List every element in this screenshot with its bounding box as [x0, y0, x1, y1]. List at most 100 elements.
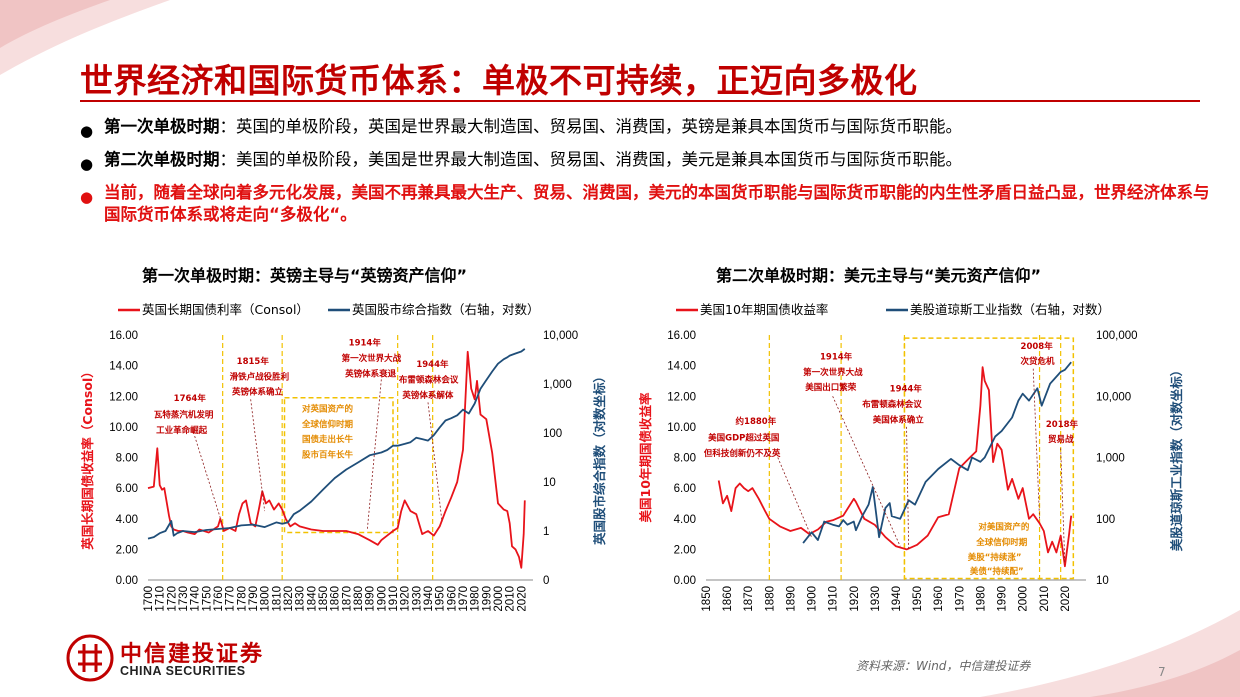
chart2-title: 第二次单极时期：美元主导与“美元资产信仰”: [716, 266, 1042, 285]
x-tick-label: 1850: [318, 586, 330, 612]
y2-tick-label: 100: [1096, 514, 1115, 526]
y-tick-label: 0.00: [674, 575, 696, 587]
x-tick-label: 2010: [1039, 586, 1051, 612]
annotation-text: 美股“持续涨”: [968, 552, 1022, 563]
x-tick-label: 1910: [388, 586, 400, 612]
y-tick-label: 4.00: [116, 514, 138, 526]
china-securities-logo: [66, 634, 114, 682]
annotation-arrow: [366, 379, 382, 530]
annotation-text: 1944年: [890, 384, 923, 395]
annotation-arrow: [1032, 368, 1040, 519]
annotation-text: 股市百年长牛: [302, 450, 354, 461]
title-rule: [80, 100, 1200, 102]
x-tick-label: 1950: [435, 586, 447, 612]
chart-uk: 英国长期国债利率（Consol） 英国股市综合指数（右轴，对数） 0.00 2.00 4…: [80, 302, 607, 612]
highlight-box: [283, 397, 394, 534]
x-tick-label: 1970: [954, 586, 966, 612]
x-tick-label: 2000: [1018, 586, 1030, 612]
annotation-arrow: [777, 457, 812, 538]
x-tick-label: 1860: [722, 586, 734, 612]
x-tick-label: 1730: [178, 586, 190, 612]
x-tick-label: 1850: [701, 586, 713, 612]
x-tick-label: 1780: [236, 586, 248, 612]
bullet-dot: ●: [80, 155, 94, 173]
y-tick-label: 0.00: [116, 575, 138, 587]
annotation-arrow: [427, 402, 443, 522]
annotation-text: 布雷顿森林会议: [398, 374, 459, 385]
annotation-text: 美债“持续配”: [970, 566, 1024, 577]
bullet-first-unipolar: ● 第一次单极时期：英国的单极阶段，英国是世界最大制造国、贸易国、消费国，英镑是…: [78, 116, 1218, 140]
x-tick-label: 1890: [365, 586, 377, 612]
annotation-text: 美国GDP超过英国: [708, 433, 779, 444]
bullet-dot: ●: [80, 122, 94, 140]
x-tick-label: 1800: [260, 586, 272, 612]
annotation-arrow: [832, 396, 901, 547]
annotation-text: 1914年: [820, 352, 853, 363]
y2-tick-label: 100,000: [1096, 330, 1138, 342]
x-tick-label: 1760: [213, 586, 225, 612]
annotation-text: 第一次世界大战: [342, 353, 402, 364]
y-tick-label: 10.00: [667, 422, 696, 434]
x-tick-label: 1980: [470, 586, 482, 612]
y-tick-label: 16.00: [667, 330, 696, 342]
y-tick-label: 8.00: [116, 453, 138, 465]
y-axis-title: 美国10年期国债收益率: [638, 392, 653, 522]
annotation-text: 约1880年: [736, 416, 777, 427]
annotation-text: 工业革命崛起: [156, 425, 208, 436]
y2-tick-label: 0: [543, 575, 549, 587]
x-tick-label: 2020: [1060, 586, 1072, 612]
x-tick-label: 1860: [330, 586, 342, 612]
x-tick-label: 1810: [271, 586, 283, 612]
annotation-arrow: [906, 426, 910, 550]
annotation-text: 美国出口繁荣: [805, 382, 857, 393]
y-tick-label: 12.00: [109, 391, 138, 403]
y-tick-label: 2.00: [116, 544, 138, 556]
annotation-arrow: [250, 399, 266, 512]
legend-label: 英国股市综合指数（右轴，对数）: [352, 302, 540, 317]
x-tick-label: 1880: [353, 586, 365, 612]
x-tick-label: 1990: [997, 586, 1009, 612]
x-tick-label: 1950: [912, 586, 924, 612]
x-tick-label: 1940: [891, 586, 903, 612]
x-tick-label: 1970: [458, 586, 470, 612]
y2-tick-label: 10: [543, 477, 556, 489]
x-tick-label: 1790: [248, 586, 260, 612]
y-tick-label: 6.00: [116, 483, 138, 495]
x-tick-label: 1900: [376, 586, 388, 612]
annotation-text: 全球信仰时期: [975, 537, 1028, 548]
y-tick-label: 6.00: [674, 483, 696, 495]
annotation-text: 贸易战: [1048, 434, 1074, 445]
annotation-text: 1764年: [174, 393, 207, 404]
x-tick-label: 1710: [155, 586, 167, 612]
bullet-lead: 第一次单极时期: [104, 117, 220, 136]
x-tick-label: 1870: [341, 586, 353, 612]
source-note: 资料来源：Wind，中信建投证券: [856, 659, 1031, 673]
y-tick-label: 4.00: [674, 514, 696, 526]
x-tick-label: 2020: [516, 586, 528, 612]
annotation-text: 对英国资产的: [302, 404, 354, 415]
x-tick-label: 1920: [849, 586, 861, 612]
bullet-second-unipolar: ● 第二次单极时期：美国的单极阶段，美国是世界最大制造国、贸易国、消费国，美元是…: [78, 149, 1218, 173]
annotation-text: 第一次世界大战: [803, 367, 863, 378]
x-tick-label: 1940: [423, 586, 435, 612]
annotation-text: 但科技创新仍不及英: [703, 448, 781, 459]
x-tick-label: 1890: [785, 586, 797, 612]
annotation-text: 英镑体系衰退: [344, 368, 397, 379]
x-tick-label: 1910: [828, 586, 840, 612]
page-number: 7: [1158, 665, 1166, 679]
x-tick-label: 1990: [481, 586, 493, 612]
y-axis-title: 英国长期国债收益率（Consol）: [80, 365, 95, 549]
y2-axis-title: 美股道琼斯工业指数（对数坐标）: [1169, 364, 1184, 552]
x-tick-label: 1880: [764, 586, 776, 612]
y-tick-label: 8.00: [674, 453, 696, 465]
annotation-text: 1815年: [237, 356, 270, 367]
y2-tick-label: 10: [1096, 575, 1109, 587]
x-tick-label: 1870: [743, 586, 755, 612]
bullet-text: ：英国的单极阶段，英国是世界最大制造国、贸易国、消费国，英镑是兼具本国货币与国际…: [219, 117, 963, 136]
series-line-yield: [717, 366, 1073, 568]
y2-tick-label: 1: [543, 526, 549, 538]
annotation-text: 1914年: [349, 338, 382, 349]
y2-tick-label: 1,000: [1096, 453, 1125, 465]
x-tick-label: 1700: [143, 586, 155, 612]
annotation-text: 2008年: [1021, 341, 1054, 352]
